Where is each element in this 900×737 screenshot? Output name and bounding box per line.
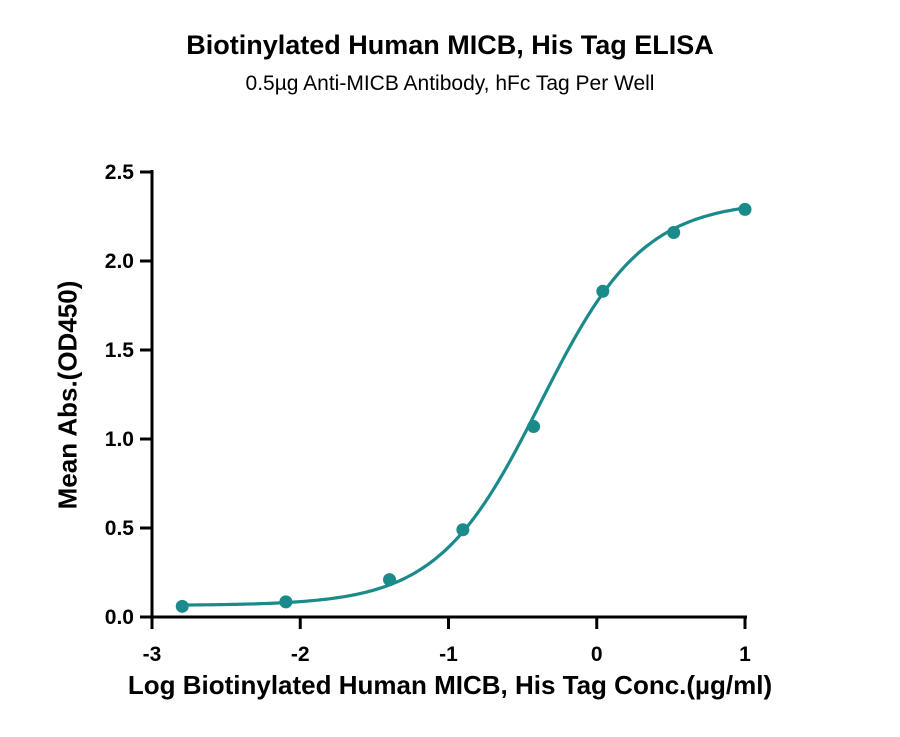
y-tick-label: 0.5	[105, 517, 135, 540]
data-point	[456, 523, 470, 537]
y-tick-label: 1.5	[105, 339, 135, 362]
data-point	[175, 599, 189, 613]
data-point	[527, 420, 541, 434]
x-axis-label: Log Biotinylated Human MICB, His Tag Con…	[127, 670, 773, 700]
x-tick-label: -3	[143, 643, 162, 666]
y-tick-label: 0.0	[105, 606, 134, 629]
y-tick-label: 2.5	[105, 161, 135, 184]
x-tick-label: -1	[439, 643, 458, 666]
fit-curve	[182, 206, 746, 607]
data-point	[279, 595, 293, 609]
y-tick-label: 1.0	[105, 428, 134, 451]
y-axis-label: Mean Abs.(OD450)	[52, 280, 83, 510]
chart-title: Biotinylated Human MICB, His Tag ELISA	[186, 30, 714, 60]
data-point	[667, 226, 681, 240]
y-tick-label: 2.0	[105, 250, 134, 273]
x-tick-label: -2	[291, 643, 310, 666]
chart-subtitle: 0.5µg Anti-MICB Antibody, hFc Tag Per We…	[245, 72, 655, 95]
data-point	[738, 202, 752, 216]
x-tick-label: 1	[739, 643, 751, 666]
x-tick-label: 0	[591, 643, 603, 666]
data-point	[596, 284, 610, 298]
data-point	[382, 573, 396, 587]
